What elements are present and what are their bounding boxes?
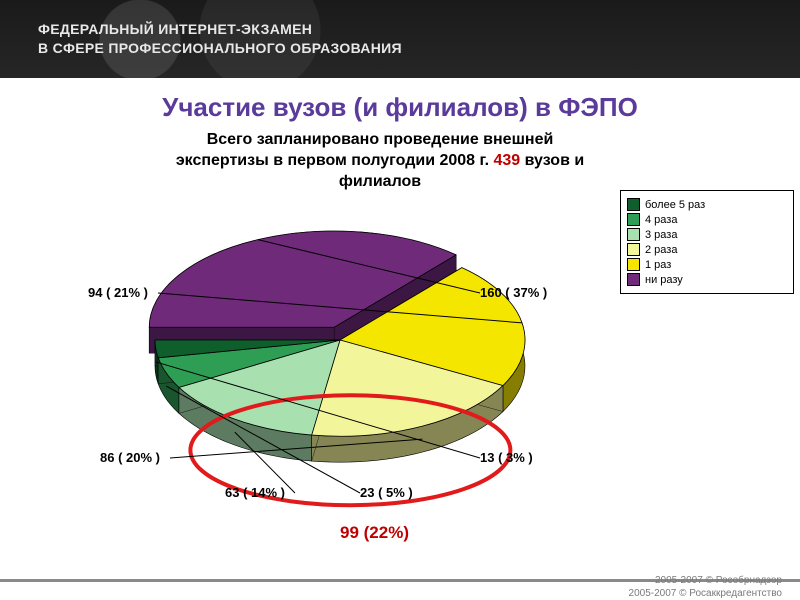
footer-text: 2005-2007 © Рособрнадзор 2005-2007 © Рос… [629, 575, 782, 600]
legend-item: 4 раза [627, 213, 787, 226]
slice-label-four: 23 ( 5% ) [360, 485, 413, 500]
legend-swatch [627, 243, 640, 256]
legend-item: 1 раз [627, 258, 787, 271]
legend-label: 3 раза [645, 229, 677, 241]
callout-label: 99 (22%) [340, 523, 409, 543]
legend-label: более 5 раз [645, 199, 705, 211]
footer-line1: 2005-2007 © Рособрнадзор [629, 575, 782, 588]
legend-label: 2 раза [645, 244, 677, 256]
legend-label: 4 раза [645, 214, 677, 226]
legend-swatch [627, 198, 640, 211]
legend-swatch [627, 213, 640, 226]
subtitle-highlight: 439 [493, 152, 520, 169]
legend-item: 3 раза [627, 228, 787, 241]
subtitle: Всего запланировано проведение внешней э… [170, 130, 590, 192]
legend-item: более 5 раз [627, 198, 787, 211]
slice-label-once: 94 ( 21% ) [88, 285, 148, 300]
legend-swatch [627, 273, 640, 286]
page-title: Участие вузов (и филиалов) в ФЭПО [0, 92, 800, 123]
slice-label-never: 160 ( 37% ) [480, 285, 547, 300]
footer-line2: 2005-2007 © Росаккредагентство [629, 588, 782, 600]
slice-label-three: 63 ( 14% ) [225, 485, 285, 500]
header-line1: ФЕДЕРАЛЬНЫЙ ИНТЕРНЕТ-ЭКЗАМЕН [38, 20, 402, 39]
legend-item: 2 раза [627, 243, 787, 256]
slice-label-twice: 86 ( 20% ) [100, 450, 160, 465]
pie-chart: 160 ( 37% ) 94 ( 21% ) 86 ( 20% ) 63 ( 14% … [80, 185, 600, 525]
header-text: ФЕДЕРАЛЬНЫЙ ИНТЕРНЕТ-ЭКЗАМЕН В СФЕРЕ ПРО… [38, 20, 402, 58]
legend-label: 1 раз [645, 259, 671, 271]
legend-label: ни разу [645, 274, 683, 286]
legend-swatch [627, 228, 640, 241]
legend-item: ни разу [627, 273, 787, 286]
header-line2: В СФЕРЕ ПРОФЕССИОНАЛЬНОГО ОБРАЗОВАНИЯ [38, 39, 402, 58]
legend-swatch [627, 258, 640, 271]
slice-label-five+: 13 ( 3% ) [480, 450, 533, 465]
chart-legend: более 5 раз 4 раза 3 раза 2 раза 1 раз ни раз… [620, 190, 794, 294]
